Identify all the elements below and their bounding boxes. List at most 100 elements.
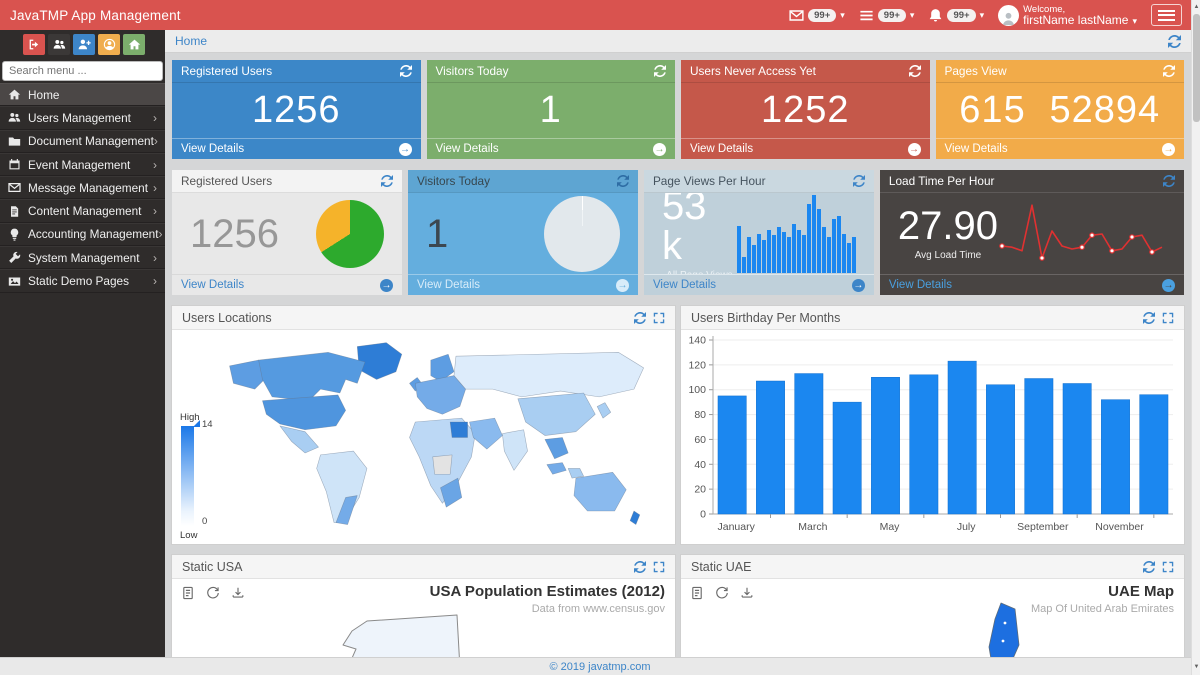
expand-icon[interactable]	[653, 312, 665, 324]
refresh-icon[interactable]	[634, 312, 646, 324]
svg-text:100: 100	[688, 384, 706, 396]
stat-card-users-never-access: Users Never Access Yet 1252 View Details…	[681, 60, 930, 159]
legend-max-value: 14	[202, 419, 213, 430]
refresh-icon[interactable]	[1168, 35, 1181, 48]
view-details-link[interactable]: View Details →	[681, 138, 930, 159]
notifications-dropdown[interactable]: 99+ ▾	[928, 8, 984, 23]
users-birthday-panel: Users Birthday Per Months 0 20 40 60 80 100 12…	[681, 306, 1184, 544]
navbar-toggle-button[interactable]	[1151, 4, 1182, 26]
sidebar-item-static-demo-pages[interactable]: Static Demo Pages ›	[0, 269, 165, 293]
refresh-icon[interactable]	[1143, 312, 1155, 324]
refresh-icon[interactable]	[381, 175, 393, 187]
users-button[interactable]	[48, 34, 70, 55]
sidebar-item-accounting-management[interactable]: Accounting Management ›	[0, 222, 165, 247]
legend-low-label: Low	[180, 530, 198, 541]
sidebar-item-event-management[interactable]: Event Management ›	[0, 152, 165, 177]
download-icon[interactable]	[231, 586, 245, 600]
sidebar-search-input[interactable]	[2, 61, 163, 81]
download-icon[interactable]	[740, 586, 754, 600]
file-text-icon[interactable]	[690, 586, 704, 600]
file-text-icon[interactable]	[181, 586, 195, 600]
refresh-icon[interactable]	[1163, 175, 1175, 187]
sidebar-menu: Home Users Management › Document Management…	[0, 83, 165, 293]
sidebar-item-label: Home	[28, 87, 60, 102]
refresh-icon[interactable]	[654, 65, 666, 77]
view-details-link[interactable]: View Details →	[935, 138, 1184, 159]
card-value: 1256	[190, 211, 279, 256]
refresh-icon[interactable]	[634, 561, 646, 573]
caret-down-icon: ▾	[979, 10, 985, 20]
app-title: JavaTMP App Management	[10, 7, 181, 23]
view-details-link[interactable]: View Details →	[172, 138, 421, 159]
chevron-right-icon: ›	[158, 227, 163, 242]
scroll-down-arrow[interactable]: ▼	[1193, 664, 1200, 670]
card-title: Page Views Per Hour	[652, 174, 766, 188]
sign-out-icon	[28, 38, 41, 51]
svg-text:July: July	[957, 521, 976, 533]
sidebar-item-home[interactable]: Home	[0, 83, 165, 107]
user-name: firstName lastName	[1023, 13, 1129, 27]
view-details-link[interactable]: View Details →	[172, 274, 402, 295]
uae-map[interactable]	[881, 601, 1101, 657]
view-details-link[interactable]: View Details →	[407, 274, 638, 295]
map-toolbar	[181, 586, 245, 600]
card-value: 53 k	[661, 193, 707, 268]
card-title: Visitors Today	[435, 64, 509, 78]
refresh-icon[interactable]	[400, 65, 412, 77]
copyright-text[interactable]: © 2019 javatmp.com	[549, 660, 651, 673]
users-icon	[53, 38, 66, 51]
envelope-icon	[8, 181, 21, 194]
svg-text:0: 0	[700, 509, 706, 521]
sign-out-button[interactable]	[23, 34, 45, 55]
world-choropleth-map[interactable]	[212, 333, 667, 541]
navbar-right: 99+ ▾ 99+ ▾ 99+ ▾ Welcome, firstName las…	[789, 4, 1182, 26]
refresh-icon[interactable]	[1143, 561, 1155, 573]
sidebar-item-label: Message Management	[28, 180, 149, 195]
tasks-dropdown[interactable]: 99+ ▾	[859, 8, 914, 23]
expand-icon[interactable]	[1162, 561, 1174, 573]
legend-min-value: 0	[202, 516, 208, 527]
expand-icon[interactable]	[1162, 312, 1174, 324]
svg-text:80: 80	[694, 409, 706, 421]
reset-icon[interactable]	[715, 586, 729, 600]
view-details-link[interactable]: View Details →	[879, 274, 1185, 295]
refresh-icon[interactable]	[1163, 65, 1175, 77]
svg-text:September: September	[1017, 521, 1069, 533]
legend-high-label: High	[180, 412, 200, 423]
card-title: Registered Users	[181, 174, 273, 188]
sidebar-item-content-management[interactable]: Content Management ›	[0, 199, 165, 223]
users-birthday-bar-chart[interactable]: 0 20 40 60 80 100 120 140 January March May July Sep…	[681, 330, 1181, 540]
user-dropdown[interactable]: Welcome, firstName lastName ▾	[998, 4, 1137, 26]
reset-icon[interactable]	[206, 586, 220, 600]
home-icon	[8, 88, 21, 101]
card-value: 1256	[251, 89, 341, 131]
card-title: Visitors Today	[416, 174, 490, 188]
card-value: 27.90	[897, 204, 999, 248]
sidebar-item-users-management[interactable]: Users Management ›	[0, 106, 165, 130]
messages-dropdown[interactable]: 99+ ▾	[789, 8, 845, 23]
sidebar-item-message-management[interactable]: Message Management ›	[0, 176, 165, 200]
home-button[interactable]	[123, 34, 145, 55]
scroll-up-arrow[interactable]: ▲	[1193, 4, 1200, 10]
sidebar-item-system-management[interactable]: System Management ›	[0, 246, 165, 270]
breadcrumb-home-link[interactable]: Home	[175, 34, 208, 48]
static-maps-row: Static USA USA Population Estimates (201…	[172, 555, 1184, 657]
refresh-icon[interactable]	[617, 175, 629, 187]
alaska-map[interactable]	[297, 607, 547, 657]
widget-visitors-today: Visitors Today 1 View Details →	[407, 170, 638, 295]
user-plus-button[interactable]	[73, 34, 95, 55]
home-icon	[128, 38, 141, 51]
view-details-link[interactable]: View Details →	[426, 138, 675, 159]
user-circle-button[interactable]	[98, 34, 120, 55]
view-details-link[interactable]: View Details →	[643, 274, 874, 295]
top-navbar: JavaTMP App Management 99+ ▾ 99+ ▾ 99+ ▾…	[0, 0, 1200, 30]
card-title: Users Never Access Yet	[690, 64, 816, 78]
scrollbar-thumb[interactable]	[1193, 14, 1200, 122]
sidebar-item-document-management[interactable]: Document Management ›	[0, 129, 165, 153]
svg-text:140: 140	[688, 335, 706, 347]
refresh-icon[interactable]	[909, 65, 921, 77]
refresh-icon[interactable]	[853, 175, 865, 187]
expand-icon[interactable]	[653, 561, 665, 573]
sidebar: Home Users Management›Document Management…	[0, 30, 165, 657]
